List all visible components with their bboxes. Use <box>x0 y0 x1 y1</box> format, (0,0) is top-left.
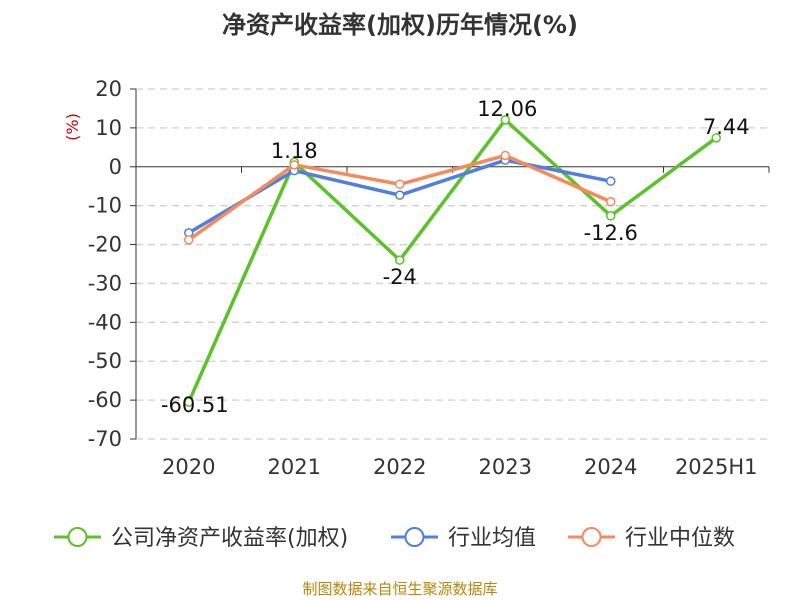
series-point-2 <box>289 160 299 170</box>
series-point-0 <box>184 397 194 407</box>
axes: 20 10 0 -10 -20 -30 -40 -50 -60 -70 2020 2021 2022 20… <box>88 77 770 479</box>
series-point-2 <box>395 179 405 190</box>
data-label: -24 <box>383 265 417 289</box>
series-point-0 <box>606 211 616 221</box>
legend-label-2: 行业中位数 <box>625 526 735 551</box>
chart-title: 净资产收益率(加权)历年情况(%) <box>222 11 578 39</box>
grid-lines <box>136 88 769 440</box>
legend-swatch-marker-2 <box>581 527 602 547</box>
x-tick-label-2024: 2024 <box>584 455 637 479</box>
data-label: 12.06 <box>477 97 537 121</box>
y-tick-label: 0 <box>109 155 122 179</box>
y-tick-label: -50 <box>88 349 122 373</box>
series-line-0 <box>187 118 718 403</box>
source-note: 制图数据来自恒生聚源数据库 <box>302 580 497 598</box>
legend-swatch-marker-0 <box>67 527 88 547</box>
data-label: -12.6 <box>584 221 638 245</box>
legend-swatch-marker-1 <box>404 527 425 547</box>
y-tick-label: -40 <box>88 310 122 334</box>
x-tick-label-2022: 2022 <box>373 455 426 479</box>
y-tick-label: 20 <box>95 77 122 101</box>
data-label: 1.18 <box>271 139 318 163</box>
y-axis-label: (%) <box>63 113 82 141</box>
y-tick-label: -30 <box>88 271 122 295</box>
series-group <box>184 115 721 407</box>
y-tick-label: -10 <box>88 194 122 218</box>
x-tick-label-2021: 2021 <box>268 455 321 479</box>
series-point-1 <box>395 190 405 200</box>
series-point-2 <box>184 235 194 245</box>
x-tick-label-2025H1: 2025H1 <box>675 455 758 479</box>
data-label: 7.44 <box>703 115 750 139</box>
y-tick-label: -20 <box>88 233 122 257</box>
legend-label-0: 公司净资产收益率(加权) <box>111 526 348 551</box>
series-point-1 <box>606 176 616 186</box>
series-point-0 <box>711 133 721 143</box>
series-point-2 <box>500 150 510 161</box>
y-tick-label: -60 <box>88 388 122 412</box>
series-point-0 <box>500 115 510 125</box>
y-tick-label: 10 <box>95 116 122 140</box>
data-label: -60.51 <box>161 393 229 417</box>
x-tick-label-2023: 2023 <box>479 455 532 479</box>
y-tick-label: -70 <box>88 427 122 451</box>
data-labels: -60.51 1.18 -24 12.06 -12.6 7.44 <box>161 97 750 417</box>
x-tick-label-2020: 2020 <box>162 455 215 479</box>
legend: 公司净资产收益率(加权) 行业均值 行业中位数 <box>54 526 735 551</box>
series-point-2 <box>606 197 616 207</box>
series-point-0 <box>395 255 405 265</box>
legend-label-1: 行业均值 <box>448 526 536 551</box>
